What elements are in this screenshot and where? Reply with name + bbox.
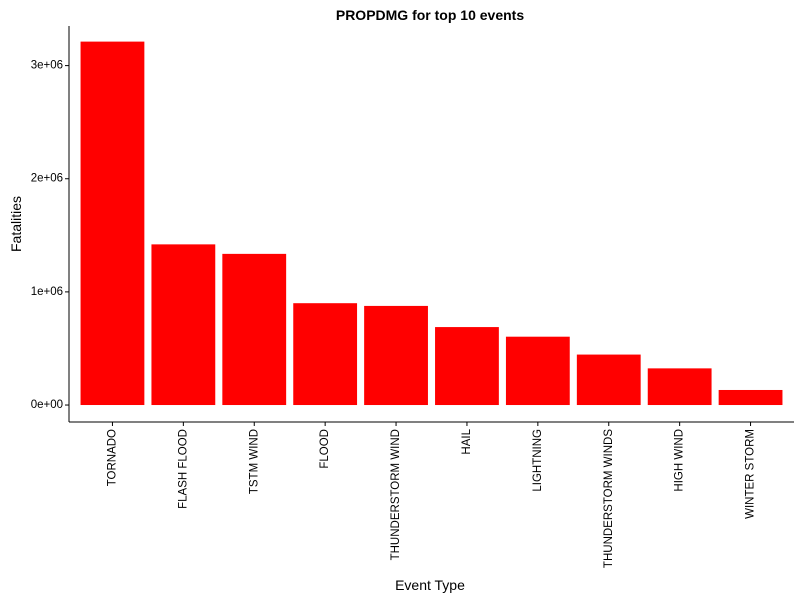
x-tick-label: FLOOD (319, 429, 331, 469)
y-axis-title: Fatalities (8, 196, 24, 252)
bar-lightning (505, 336, 570, 406)
y-axis-ticks: 0e+00 1e+06 2e+06 3e+06 (31, 60, 69, 411)
bar-thunderstorm-winds (576, 354, 641, 406)
x-tick-label: HIGH WIND (674, 429, 686, 492)
bars-group (80, 41, 783, 406)
y-tick-label: 2e+06 (31, 173, 63, 185)
x-axis-title: Event Type (395, 577, 465, 593)
x-tick-label: HAIL (461, 428, 473, 454)
y-tick-label: 0e+00 (31, 399, 63, 411)
x-tick-label: FLASH FLOOD (177, 429, 189, 509)
x-tick-label: THUNDERSTORM WINDS (603, 429, 615, 568)
bar-hail (435, 327, 499, 406)
x-tick-label: WINTER STORM (745, 429, 757, 519)
bar-thunderstorm-wind (364, 305, 428, 406)
x-tick-label: TORNADO (106, 429, 118, 486)
bar-flash-flood (151, 244, 216, 406)
bar-tornado (80, 41, 145, 406)
x-axis-ticks: TORNADO FLASH FLOOD TSTM WIND FLOOD THUNDERS… (106, 422, 757, 568)
chart-title: PROPDMG for top 10 events (336, 7, 524, 23)
bar-high-wind (647, 368, 712, 406)
y-tick-label: 1e+06 (31, 286, 63, 298)
bar-flood (293, 303, 358, 406)
y-tick-label: 3e+06 (31, 60, 63, 72)
bar-winter-storm (718, 389, 783, 406)
x-tick-label: LIGHTNING (532, 429, 544, 492)
x-tick-label: THUNDERSTORM WIND (390, 429, 402, 560)
bar-tstm-wind (222, 253, 287, 406)
x-tick-label: TSTM WIND (248, 429, 260, 494)
